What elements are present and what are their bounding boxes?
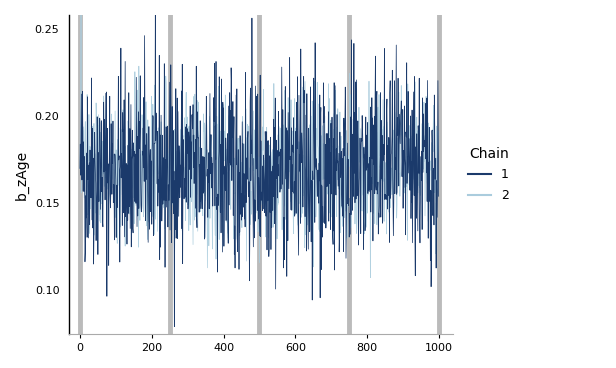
- Y-axis label: b_zAge: b_zAge: [15, 149, 29, 199]
- Legend: 1, 2: 1, 2: [463, 142, 514, 207]
